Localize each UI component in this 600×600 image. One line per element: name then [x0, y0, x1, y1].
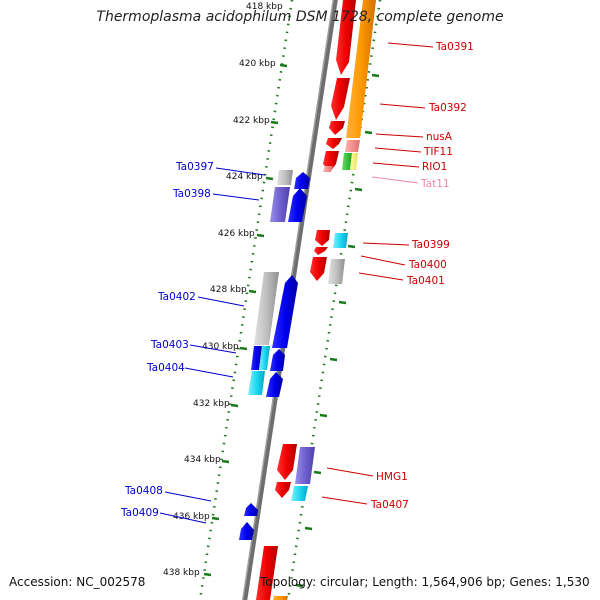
- gene-feature-gray[interactable]: [254, 272, 279, 345]
- gene-label-ta0400[interactable]: Ta0400: [408, 259, 447, 271]
- gene-label-rio1[interactable]: RIO1: [422, 161, 447, 173]
- gene-feature-blue[interactable]: [294, 172, 310, 189]
- minus-strand-features: [239, 170, 310, 540]
- scale-label-420: 420 kbp: [239, 59, 276, 69]
- gene-label-ta0402[interactable]: Ta0402: [157, 291, 196, 303]
- gene-feature-pink[interactable]: [323, 166, 333, 172]
- gene-feature-blue[interactable]: [270, 349, 285, 371]
- gene-label-ta0398[interactable]: Ta0398: [172, 188, 211, 200]
- gene-feature-cyan[interactable]: [333, 233, 348, 248]
- gene-feature-red[interactable]: [336, 0, 356, 75]
- scale-dotted-line-right: [286, 0, 382, 600]
- gene-label-ta0399[interactable]: Ta0399: [411, 239, 450, 251]
- gene-feature-blue[interactable]: [244, 503, 258, 516]
- scale-label-434: 434 kbp: [184, 455, 221, 465]
- scale-label-426: 426 kbp: [218, 229, 255, 239]
- gene-label-nusa[interactable]: nusA: [426, 131, 453, 143]
- gene-label-ta0407[interactable]: Ta0407: [370, 499, 409, 511]
- right-leader-line-faded: [371, 176, 419, 184]
- left-leader-lines: [159, 167, 266, 524]
- scale-ticks-right: [295, 73, 380, 588]
- gene-feature-green[interactable]: [342, 153, 352, 170]
- gene-feature-red[interactable]: [314, 247, 328, 255]
- gene-label-tif11[interactable]: TIF11: [423, 146, 453, 158]
- gene-feature-red[interactable]: [256, 546, 278, 600]
- scale-label-430: 430 kbp: [202, 342, 239, 352]
- gene-label-ta0397[interactable]: Ta0397: [175, 161, 214, 173]
- gene-feature-cyan[interactable]: [291, 486, 308, 501]
- gene-feature-gray[interactable]: [328, 259, 345, 284]
- gene-feature-gray[interactable]: [277, 170, 293, 185]
- gene-feature-red[interactable]: [310, 257, 327, 281]
- gene-feature-cyan[interactable]: [248, 371, 265, 395]
- scale-label-428: 428 kbp: [210, 285, 247, 295]
- gene-feature-blue[interactable]: [251, 346, 262, 370]
- gene-feature-blue[interactable]: [266, 372, 283, 397]
- scale-ticks-left: [203, 63, 288, 577]
- gene-feature-red[interactable]: [331, 78, 350, 120]
- gene-feature-red[interactable]: [329, 121, 345, 135]
- accession-text: Accession: NC_002578: [9, 575, 146, 589]
- gene-label-ta0403[interactable]: Ta0403: [150, 339, 189, 351]
- scale-label-438: 438 kbp: [163, 568, 200, 578]
- gene-feature-red[interactable]: [275, 482, 291, 498]
- gene-label-ta0408[interactable]: Ta0408: [124, 485, 163, 497]
- gene-feature-blue[interactable]: [272, 275, 298, 348]
- scale-label-418: 418 kbp: [246, 2, 283, 12]
- gene-feature-red[interactable]: [277, 444, 297, 480]
- gene-feature-purple[interactable]: [295, 447, 315, 484]
- gene-feature-orange[interactable]: [273, 596, 288, 600]
- genome-summary-text: Topology: circular; Length: 1,564,906 bp…: [260, 575, 590, 589]
- gene-label-ta0392[interactable]: Ta0392: [428, 102, 467, 114]
- gene-feature-cyan[interactable]: [259, 346, 270, 370]
- gene-feature-red[interactable]: [315, 230, 330, 246]
- scale-label-424: 424 kbp: [226, 172, 263, 182]
- gene-feature-orange[interactable]: [346, 0, 376, 138]
- gene-feature-purple[interactable]: [270, 187, 290, 222]
- gene-feature-red[interactable]: [326, 138, 342, 149]
- gene-feature-blue[interactable]: [288, 188, 307, 222]
- gene-label-tat11[interactable]: Tat11: [420, 178, 450, 190]
- gene-label-ta0391[interactable]: Ta0391: [435, 41, 474, 53]
- plus-strand-features: [256, 0, 376, 600]
- map-title: Thermoplasma acidophilum DSM 1728, compl…: [96, 9, 504, 25]
- scale-label-432: 432 kbp: [193, 399, 230, 409]
- gene-feature-blue[interactable]: [239, 522, 254, 540]
- right-leader-lines: [321, 42, 434, 505]
- gene-label-hmg1[interactable]: HMG1: [376, 471, 408, 483]
- scale-label-436: 436 kbp: [173, 512, 210, 522]
- gene-label-ta0401[interactable]: Ta0401: [406, 275, 445, 287]
- gene-feature-pink[interactable]: [345, 140, 360, 152]
- scale-label-422: 422 kbp: [233, 116, 270, 126]
- gene-feature-yellow[interactable]: [350, 153, 358, 170]
- gene-label-ta0404[interactable]: Ta0404: [146, 362, 185, 374]
- gene-label-ta0409[interactable]: Ta0409: [120, 507, 159, 519]
